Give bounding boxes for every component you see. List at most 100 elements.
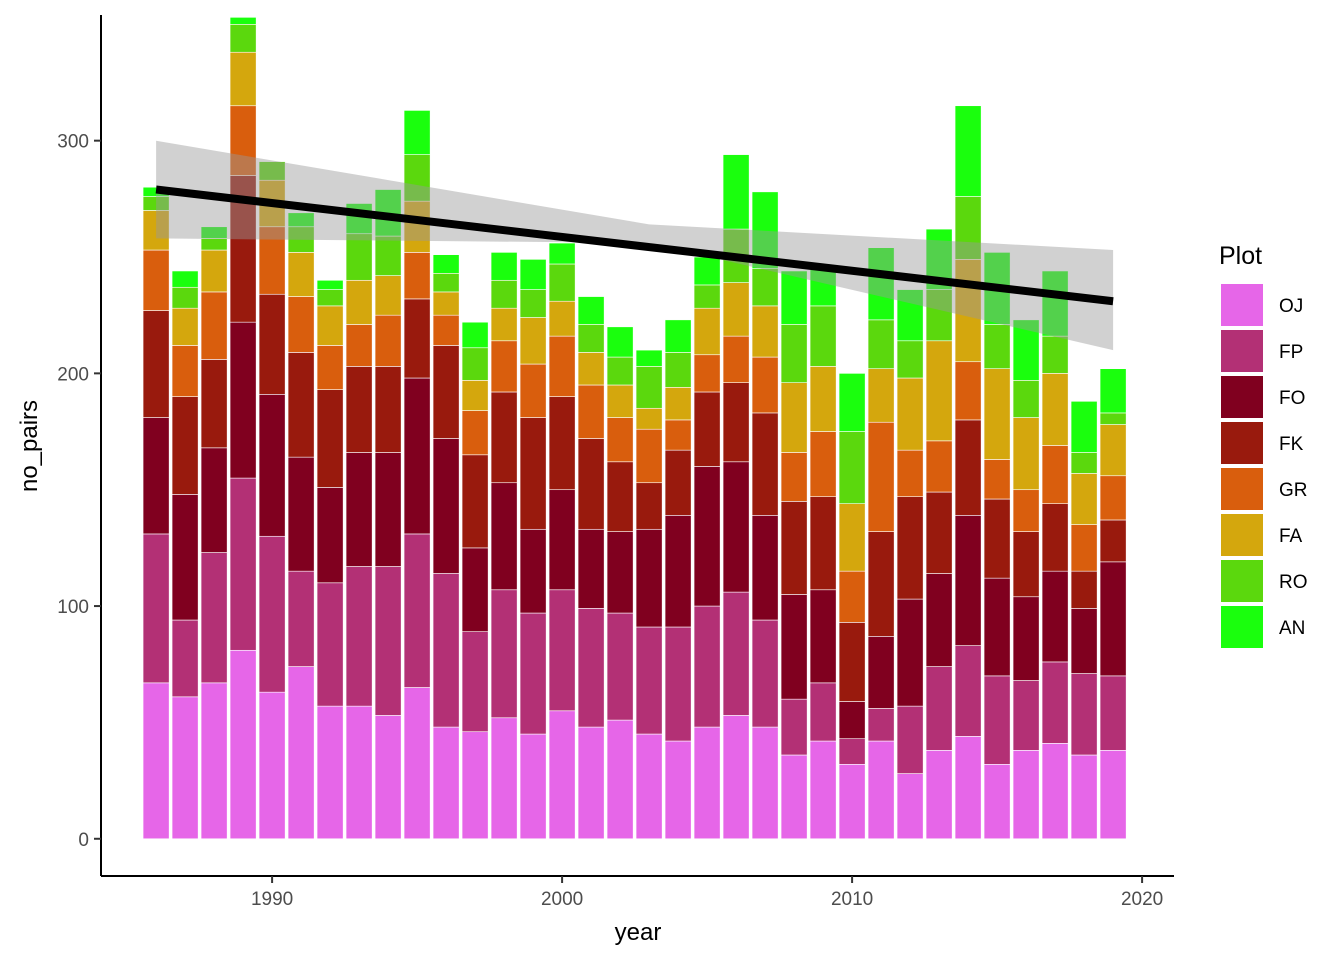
bar-FO-2015 xyxy=(983,577,1011,677)
bar-FO-2019 xyxy=(1099,561,1127,677)
bar-FK-2017 xyxy=(1041,503,1069,572)
bar-FP-2010 xyxy=(838,738,866,765)
bar-AN-2014 xyxy=(954,105,982,197)
bar-AN-2003 xyxy=(635,349,663,367)
bar-AN-1999 xyxy=(519,259,547,290)
bar-RO-2003 xyxy=(635,366,663,409)
bar-FK-2016 xyxy=(1012,531,1040,598)
bar-GR-1996 xyxy=(432,314,460,346)
legend: Plot OJ FP FO FK GR FA RO AN xyxy=(1219,242,1308,648)
bar-FA-2009 xyxy=(809,366,837,432)
y-axis-title: no_pairs xyxy=(16,400,43,492)
bar-RO-1998 xyxy=(490,279,518,309)
bar-GR-1990 xyxy=(258,226,286,295)
bar-FK-1987 xyxy=(171,396,199,495)
bar-FA-2012 xyxy=(896,377,924,451)
bar-FA-2000 xyxy=(548,300,576,337)
bar-RO-2016 xyxy=(1012,380,1040,418)
bar-FP-2005 xyxy=(693,605,721,728)
bar-OJ-2017 xyxy=(1041,743,1069,840)
bar-FP-2019 xyxy=(1099,675,1127,751)
legend-label-AN: AN xyxy=(1279,618,1305,639)
bar-OJ-2011 xyxy=(867,740,895,840)
bar-OJ-2003 xyxy=(635,733,663,840)
bar-OJ-2005 xyxy=(693,726,721,840)
legend-swatch-RO xyxy=(1221,560,1263,602)
bar-AN-1996 xyxy=(432,254,460,274)
bar-GR-2013 xyxy=(925,440,953,493)
bar-RO-1995 xyxy=(403,154,431,202)
bar-FP-1994 xyxy=(374,566,402,716)
bar-RO-1999 xyxy=(519,289,547,318)
bar-FO-1996 xyxy=(432,438,460,574)
bar-FP-1990 xyxy=(258,535,286,693)
bar-FA-1991 xyxy=(287,252,315,297)
legend-label-OJ: OJ xyxy=(1279,296,1303,317)
legend-label-FP: FP xyxy=(1279,342,1303,363)
bar-FK-1998 xyxy=(490,391,518,484)
trend-layer xyxy=(155,140,1114,351)
bar-RO-1990 xyxy=(258,161,286,181)
bar-FK-1997 xyxy=(461,454,489,549)
legend-label-GR: GR xyxy=(1279,480,1308,501)
bar-OJ-1995 xyxy=(403,687,431,840)
bar-AN-2005 xyxy=(693,256,721,286)
bar-FP-1986 xyxy=(142,533,170,684)
bar-OJ-2015 xyxy=(983,763,1011,840)
bar-AN-1991 xyxy=(287,212,315,228)
bar-OJ-1999 xyxy=(519,733,547,840)
bar-RO-2017 xyxy=(1041,335,1069,374)
bar-FK-1986 xyxy=(142,310,170,418)
bar-GR-2014 xyxy=(954,361,982,421)
bar-FA-2010 xyxy=(838,503,866,572)
legend-title: Plot xyxy=(1219,242,1262,270)
bar-FA-1993 xyxy=(345,279,373,325)
bar-FA-2016 xyxy=(1012,417,1040,491)
bar-RO-2010 xyxy=(838,431,866,504)
bar-FP-2001 xyxy=(577,608,605,728)
bar-OJ-2016 xyxy=(1012,750,1040,840)
bar-FP-2004 xyxy=(664,626,692,742)
y-tick-label-200: 200 xyxy=(57,364,89,385)
bar-FK-2013 xyxy=(925,491,953,574)
y-tick-label-0: 0 xyxy=(78,830,89,851)
bar-FK-2014 xyxy=(954,419,982,516)
bar-FK-1996 xyxy=(432,345,460,439)
legend-label-FK: FK xyxy=(1279,434,1304,455)
bar-OJ-2012 xyxy=(896,773,924,840)
axes-layer: 1990 2000 2010 2020 0 100 200 300 xyxy=(57,15,1174,910)
bar-FO-2017 xyxy=(1041,570,1069,663)
bar-FA-2013 xyxy=(925,340,953,442)
bar-GR-2001 xyxy=(577,384,605,439)
bar-GR-1991 xyxy=(287,296,315,353)
bar-GR-2018 xyxy=(1070,524,1098,572)
bar-GR-1993 xyxy=(345,324,373,367)
bar-RO-1988 xyxy=(200,238,228,251)
bar-GR-1987 xyxy=(171,345,199,397)
bar-AN-1998 xyxy=(490,252,518,281)
legend-label-FA: FA xyxy=(1279,526,1303,547)
trend-line xyxy=(155,185,1114,306)
bar-RO-1992 xyxy=(316,289,344,307)
bar-GR-1998 xyxy=(490,340,518,393)
legend-swatch-FO xyxy=(1221,376,1263,418)
bar-FA-2017 xyxy=(1041,373,1069,446)
bar-RO-2015 xyxy=(983,324,1011,369)
bar-FK-1999 xyxy=(519,417,547,530)
bar-FO-1988 xyxy=(200,447,228,553)
bar-OJ-1996 xyxy=(432,726,460,840)
legend-swatch-FA xyxy=(1221,514,1263,556)
bar-FO-1998 xyxy=(490,482,518,591)
bar-RO-1991 xyxy=(287,226,315,253)
bar-FA-2005 xyxy=(693,307,721,356)
bar-RO-1993 xyxy=(345,233,373,281)
bar-AN-1992 xyxy=(316,279,344,290)
legend-swatch-FP xyxy=(1221,330,1263,372)
bar-FP-1997 xyxy=(461,631,489,733)
x-tick-label-1990: 1990 xyxy=(251,889,293,910)
bar-FA-2004 xyxy=(664,387,692,421)
bar-FK-2001 xyxy=(577,438,605,530)
bar-FP-1991 xyxy=(287,570,315,667)
bar-AN-2018 xyxy=(1070,400,1098,453)
bar-GR-1994 xyxy=(374,314,402,367)
